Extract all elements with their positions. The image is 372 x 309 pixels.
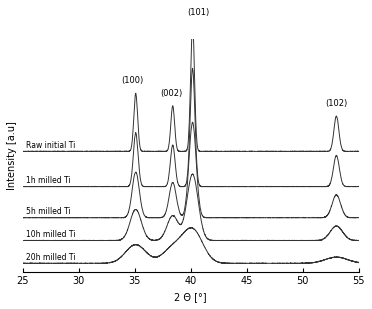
Text: (102): (102) xyxy=(325,99,347,108)
X-axis label: 2 Θ [°]: 2 Θ [°] xyxy=(174,292,207,302)
Text: (002): (002) xyxy=(160,89,183,98)
Text: 20h milled Ti: 20h milled Ti xyxy=(26,253,76,262)
Text: 1h milled Ti: 1h milled Ti xyxy=(26,176,70,185)
Text: (101): (101) xyxy=(187,7,209,16)
Text: (100): (100) xyxy=(121,76,144,85)
Text: 10h milled Ti: 10h milled Ti xyxy=(26,230,76,239)
Y-axis label: Intensity [a.u]: Intensity [a.u] xyxy=(7,121,17,190)
Text: 5h milled Ti: 5h milled Ti xyxy=(26,207,71,216)
Text: Raw initial Ti: Raw initial Ti xyxy=(26,141,75,150)
